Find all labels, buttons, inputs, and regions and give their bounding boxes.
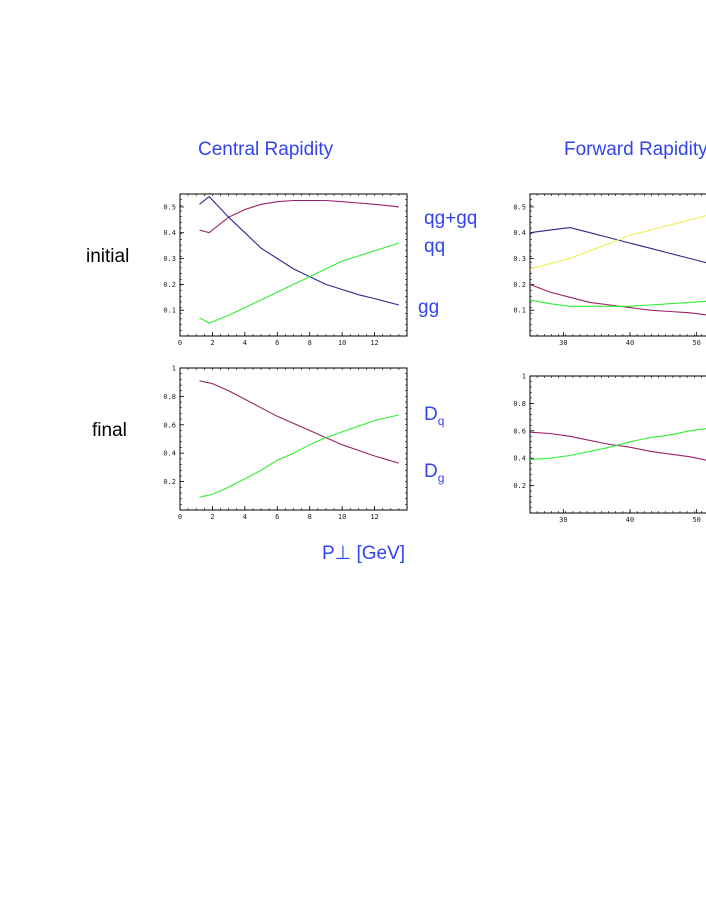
x-tick-label: 30 bbox=[559, 339, 567, 347]
label-qq: qq bbox=[424, 236, 446, 257]
x-tick-label: 4 bbox=[243, 339, 247, 347]
y-tick-label: 0.1 bbox=[163, 307, 176, 315]
y-tick-label: 0.1 bbox=[513, 307, 526, 315]
y-tick-label: 0.6 bbox=[163, 421, 176, 429]
y-tick-label: 0.2 bbox=[513, 281, 526, 289]
x-tick-label: 30 bbox=[559, 516, 567, 524]
series-line-dg bbox=[199, 380, 400, 464]
x-tick-label: 10 bbox=[338, 513, 346, 521]
y-tick-label: 0.4 bbox=[163, 450, 176, 458]
x-tick-label: 40 bbox=[626, 516, 634, 524]
chart-forward-final: 30 40 50 0.2 0.4 0.6 0.8 1 bbox=[513, 373, 706, 524]
x-tick-label: 4 bbox=[243, 513, 247, 521]
x-tick-label: 12 bbox=[370, 513, 378, 521]
row-label-final: final bbox=[92, 420, 127, 441]
x-tick-label: 0 bbox=[178, 513, 182, 521]
y-tick-label: 0.6 bbox=[513, 427, 526, 435]
label-dg-sub: g bbox=[437, 470, 445, 485]
label-dq: Dq bbox=[424, 404, 444, 428]
y-tick-label: 0.4 bbox=[513, 229, 526, 237]
y-tick-label: 1 bbox=[522, 373, 526, 381]
plot-frame bbox=[179, 193, 408, 337]
series-line-qq bbox=[199, 242, 400, 324]
label-dg: Dg bbox=[424, 461, 444, 485]
x-tick-label: 2 bbox=[210, 513, 214, 521]
x-tick-label: 2 bbox=[210, 339, 214, 347]
y-tick-label: 0.5 bbox=[163, 203, 176, 211]
y-tick-label: 0.4 bbox=[163, 229, 176, 237]
y-tick-label: 1 bbox=[172, 365, 176, 373]
y-tick-label: 0.2 bbox=[163, 281, 176, 289]
chart-forward-initial: 30 40 50 0.1 0.2 0.3 0.4 0.5 bbox=[513, 193, 706, 347]
label-dq-sub: q bbox=[437, 413, 445, 428]
series-line-blue bbox=[530, 227, 706, 264]
series-line-green bbox=[530, 299, 706, 307]
series-line-dq bbox=[199, 414, 400, 498]
series-line-yellow bbox=[530, 215, 706, 270]
y-tick-label: 0.2 bbox=[513, 482, 526, 490]
y-tick-label: 0.2 bbox=[163, 478, 176, 486]
y-tick-label: 0.8 bbox=[513, 400, 526, 408]
y-tick-label: 0.5 bbox=[513, 203, 526, 211]
series-line-magenta bbox=[530, 431, 706, 461]
x-tick-label: 6 bbox=[275, 513, 279, 521]
title-forward: Forward Rapidity bbox=[564, 139, 706, 160]
series-line-qg-gq bbox=[199, 199, 399, 234]
x-tick-label: 50 bbox=[692, 339, 700, 347]
x-tick-label: 0 bbox=[178, 339, 182, 347]
y-tick-label: 0.3 bbox=[163, 255, 176, 263]
label-dg-main: D bbox=[424, 461, 438, 482]
label-gg: gg bbox=[418, 297, 440, 318]
chart-central-initial: 0 2 4 6 8 10 12 0.1 0.2 0.3 0.4 0.5 bbox=[163, 193, 408, 347]
label-qg-gq: qg+gq bbox=[424, 208, 478, 229]
plot-frame bbox=[529, 193, 706, 337]
plot-frame bbox=[179, 367, 408, 511]
y-tick-label: 0.8 bbox=[163, 393, 176, 401]
title-central: Central Rapidity bbox=[198, 139, 334, 160]
series-line-magenta bbox=[530, 283, 706, 316]
row-label-initial: initial bbox=[86, 246, 130, 267]
y-tick-label: 0.4 bbox=[513, 455, 526, 463]
x-tick-label: 40 bbox=[626, 339, 634, 347]
x-axis-label: P⊥ [GeV] bbox=[322, 543, 406, 564]
x-tick-label: 12 bbox=[370, 339, 378, 347]
x-tick-label: 8 bbox=[308, 513, 312, 521]
y-tick-label: 0.3 bbox=[513, 255, 526, 263]
series-line-green bbox=[530, 428, 706, 461]
series-line-gg bbox=[199, 195, 400, 306]
x-tick-label: 8 bbox=[308, 339, 312, 347]
x-tick-label: 50 bbox=[692, 516, 700, 524]
chart-central-final: 0 2 4 6 8 10 12 0.2 0.4 0.6 0.8 1 bbox=[163, 365, 408, 521]
label-dq-main: D bbox=[424, 404, 438, 425]
x-tick-label: 6 bbox=[275, 339, 279, 347]
x-tick-label: 10 bbox=[338, 339, 346, 347]
